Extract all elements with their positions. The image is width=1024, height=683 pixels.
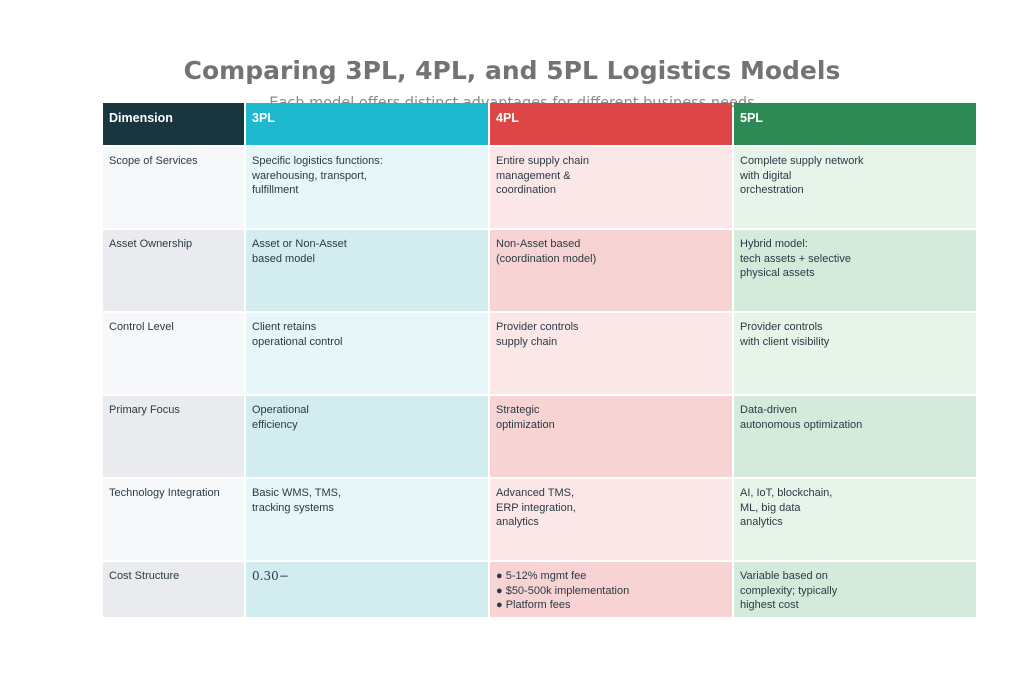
- table-cell-4pl: Entire supply chain management & coordin…: [490, 147, 732, 228]
- table-cell-dimension: Technology Integration: [103, 479, 244, 560]
- table-cell-3pl: Client retains operational control: [246, 313, 488, 394]
- table-cell-5pl: Hybrid model: tech assets + selective ph…: [734, 230, 976, 311]
- table-cell-3pl: Basic WMS, TMS, tracking systems: [246, 479, 488, 560]
- table-cell-3pl: Specific logistics functions: warehousin…: [246, 147, 488, 228]
- comparison-table: Dimension 3PL 4PL 5PL Scope of Services Speci…: [103, 103, 976, 617]
- chart-title: Comparing 3PL, 4PL, and 5PL Logistics Mo…: [183, 56, 841, 85]
- table-cell-dimension: Cost Structure: [103, 562, 244, 617]
- table-header-5pl: 5PL: [734, 103, 976, 145]
- table-cell-4pl: ● 5-12% mgmt fee ● $50-500k implementati…: [490, 562, 732, 617]
- table-cell-dimension: Primary Focus: [103, 396, 244, 477]
- table-header-4pl: 4PL: [490, 103, 732, 145]
- table-cell-dimension: Control Level: [103, 313, 244, 394]
- table-cell-5pl: Variable based on complexity; typically …: [734, 562, 976, 617]
- table-cell-5pl: AI, IoT, blockchain, ML, big data analyt…: [734, 479, 976, 560]
- table-cell-5pl: Data-driven autonomous optimization: [734, 396, 976, 477]
- table-cell-4pl: Strategic optimization: [490, 396, 732, 477]
- table-cell-4pl: Non-Asset based (coordination model): [490, 230, 732, 311]
- table-header-dimension: Dimension: [103, 103, 244, 145]
- table-cell-4pl: Provider controls supply chain: [490, 313, 732, 394]
- table-cell-3pl: 0.30−: [246, 562, 488, 617]
- table-cell-5pl: Complete supply network with digital orc…: [734, 147, 976, 228]
- table-cell-3pl: Operational efficiency: [246, 396, 488, 477]
- table-cell-3pl: Asset or Non-Asset based model: [246, 230, 488, 311]
- table-cell-5pl: Provider controls with client visibility: [734, 313, 976, 394]
- table-cell-4pl: Advanced TMS, ERP integration, analytics: [490, 479, 732, 560]
- table-cell-dimension: Asset Ownership: [103, 230, 244, 311]
- table-header-3pl: 3PL: [246, 103, 488, 145]
- table-cell-dimension: Scope of Services: [103, 147, 244, 228]
